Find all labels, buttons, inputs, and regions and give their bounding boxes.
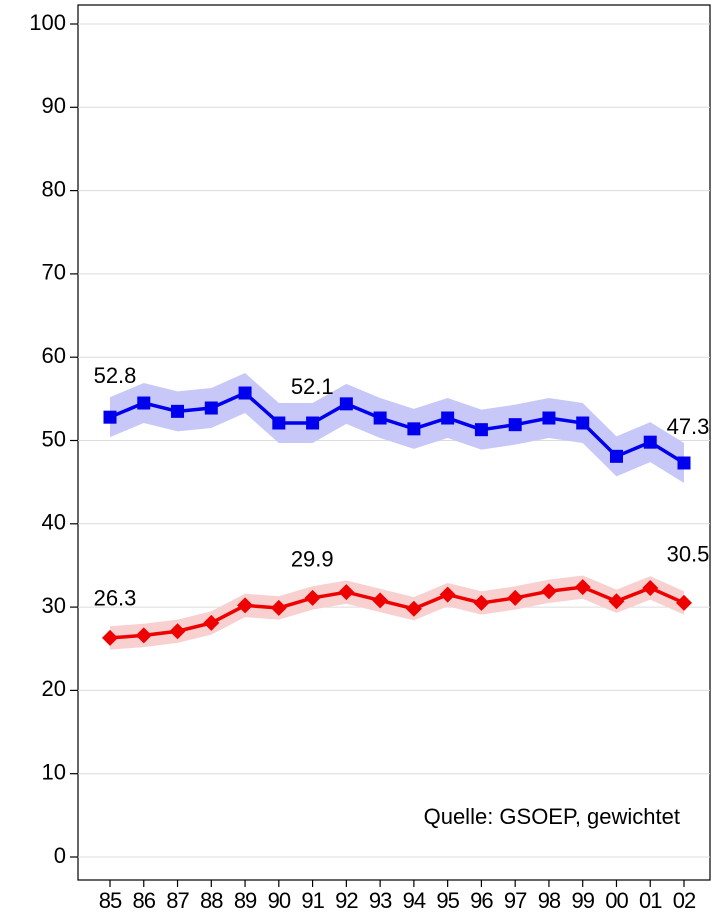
marker	[609, 449, 623, 463]
x-tick-label: 01	[639, 888, 662, 913]
x-tick-label: 87	[166, 888, 189, 913]
marker	[474, 423, 488, 437]
marker	[574, 579, 591, 596]
marker	[306, 416, 320, 430]
x-tick-label: 92	[335, 888, 358, 913]
confidence-band	[110, 373, 684, 483]
marker	[339, 397, 353, 411]
data-label: 30.5	[667, 542, 710, 567]
marker	[237, 597, 254, 614]
marker	[270, 599, 287, 616]
y-tick-label: 20	[42, 676, 66, 701]
x-tick-label: 89	[234, 888, 257, 913]
marker	[372, 592, 389, 609]
marker	[643, 435, 657, 449]
y-tick-label: 90	[42, 93, 66, 118]
marker	[169, 623, 186, 640]
marker	[642, 579, 659, 596]
x-tick-label: 94	[403, 888, 426, 913]
marker	[203, 614, 220, 631]
y-tick-label: 60	[42, 343, 66, 368]
marker	[338, 584, 355, 601]
annotation: Quelle: GSOEP, gewichtet	[424, 804, 680, 829]
marker	[304, 589, 321, 606]
x-tick-label: 97	[504, 888, 527, 913]
marker	[542, 411, 556, 425]
y-tick-label: 80	[42, 176, 66, 201]
x-tick-label: 90	[268, 888, 291, 913]
y-tick-label: 70	[42, 260, 66, 285]
x-tick-label: 99	[571, 888, 594, 913]
x-tick-label: 86	[133, 888, 156, 913]
marker	[373, 411, 387, 425]
x-tick-label: 96	[470, 888, 493, 913]
marker	[137, 396, 151, 410]
marker	[135, 627, 152, 644]
marker	[441, 411, 455, 425]
data-label: 52.8	[94, 363, 137, 388]
marker	[508, 418, 522, 432]
marker	[677, 456, 691, 470]
y-tick-label: 30	[42, 593, 66, 618]
y-tick-label: 50	[42, 426, 66, 451]
y-tick-label: 100	[29, 10, 66, 35]
y-tick-label: 0	[54, 843, 66, 868]
x-tick-label: 00	[605, 888, 628, 913]
marker	[103, 410, 117, 424]
x-tick-label: 85	[99, 888, 122, 913]
confidence-band	[110, 575, 684, 650]
y-tick-label: 10	[42, 760, 66, 785]
x-tick-label: 93	[369, 888, 392, 913]
plot-frame	[77, 4, 711, 881]
marker	[439, 586, 456, 603]
marker	[238, 386, 252, 400]
marker	[576, 416, 590, 430]
marker	[102, 629, 118, 646]
x-tick-label: 98	[538, 888, 561, 913]
marker	[473, 594, 490, 611]
x-tick-label: 88	[200, 888, 223, 913]
data-label: 26.3	[94, 586, 137, 611]
data-label: 47.3	[667, 414, 710, 439]
marker	[507, 589, 524, 606]
marker	[540, 583, 557, 600]
data-label: 52.1	[291, 374, 334, 399]
marker	[407, 422, 421, 436]
y-tick-label: 40	[42, 510, 66, 535]
marker	[676, 594, 692, 611]
data-label: 29.9	[291, 547, 334, 572]
marker	[171, 404, 185, 418]
marker	[608, 593, 625, 610]
marker	[272, 416, 286, 430]
marker	[405, 600, 422, 617]
x-tick-label: 02	[673, 888, 696, 913]
marker	[204, 401, 218, 415]
x-tick-label: 95	[436, 888, 459, 913]
x-tick-label: 91	[301, 888, 324, 913]
